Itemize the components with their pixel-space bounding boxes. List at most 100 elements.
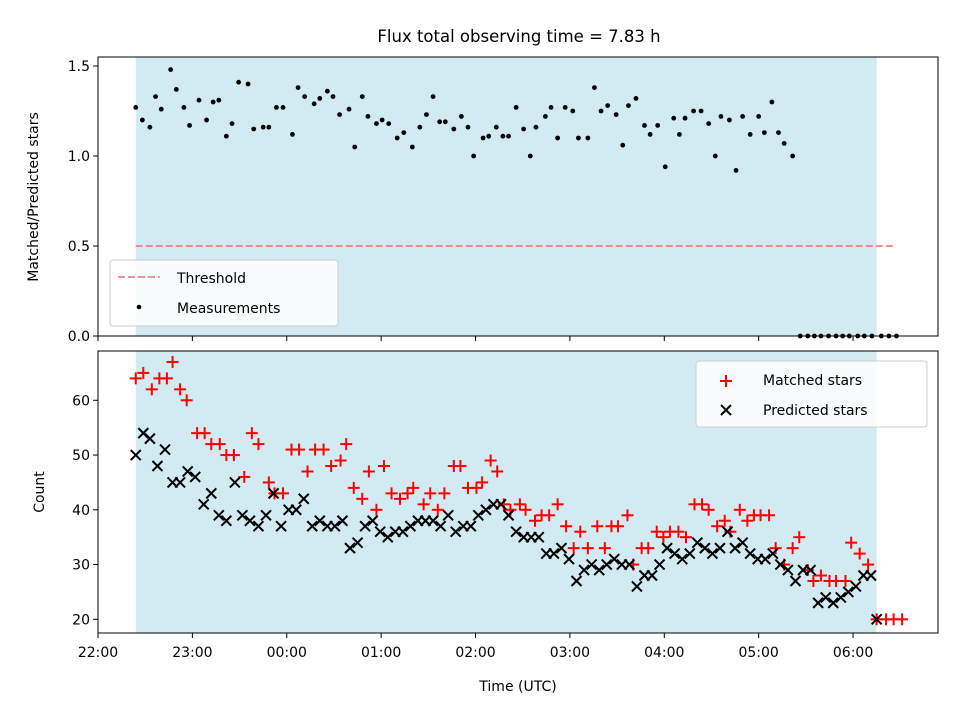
matched-star-point [166, 355, 179, 368]
matched-star-point [213, 438, 226, 451]
x-tick-label: 23:00 [172, 645, 212, 661]
predicted-star-point [563, 553, 575, 565]
matched-star-point [401, 487, 414, 500]
predicted-star-point [480, 504, 492, 516]
measurement-point [245, 81, 251, 87]
matched-star-point [807, 574, 820, 587]
predicted-star-point [555, 542, 568, 554]
measurement-point [204, 117, 209, 123]
matched-star-point [245, 427, 258, 440]
matched-star-point [145, 383, 158, 396]
measurement-point [781, 141, 787, 146]
measurement-point [229, 121, 235, 126]
predicted-star-point [759, 553, 771, 565]
measurement-point [555, 135, 561, 141]
measurement-point [147, 124, 153, 130]
measurement-point [598, 108, 604, 114]
predicted-star-point [275, 520, 287, 532]
predicted-star-point [220, 515, 233, 527]
measurement-point [605, 103, 611, 108]
measurement-point [698, 108, 704, 114]
predicted-star-point [181, 465, 194, 478]
matched-star-point [454, 459, 467, 472]
matched-star-point [543, 509, 556, 522]
matched-star-point [574, 525, 587, 538]
predicted-star-point [714, 542, 726, 554]
x-tick-label: 04:00 [644, 645, 684, 661]
measurement-point [761, 130, 767, 136]
measurement-point [548, 105, 554, 110]
measurement-point [266, 124, 272, 130]
measurement-point [756, 114, 762, 119]
matched-star-point [560, 520, 573, 533]
measurement-point [437, 119, 443, 125]
measurement-point [527, 153, 533, 159]
measurement-point [346, 106, 352, 112]
predicted-star-point [472, 509, 485, 521]
measurement-point [386, 121, 392, 126]
predicted-star-point [359, 520, 371, 532]
predicted-star-point [548, 547, 560, 560]
predicted-star-point [835, 591, 847, 604]
y-tick-label: 30 [72, 558, 90, 574]
matched-star-point [174, 383, 187, 396]
predicted-star-point [842, 586, 855, 598]
matched-star-point [786, 542, 799, 555]
matched-star-point [839, 574, 852, 587]
measurement-point [506, 133, 511, 139]
matched-star-point [733, 503, 746, 516]
measurement-point [471, 153, 477, 159]
measurement-point [576, 135, 581, 141]
predicted-star-point [870, 613, 883, 626]
predicted-star-point [151, 460, 164, 472]
matched-star-point [293, 443, 306, 456]
count-y-label: Count [32, 471, 48, 513]
matched-star-point [491, 465, 504, 478]
predicted-star-point [691, 536, 704, 549]
measurement-point [280, 105, 286, 110]
measurement-point [337, 112, 343, 117]
measurement-point [570, 108, 576, 114]
matched-star-point [180, 394, 193, 407]
predicted-star-point [344, 542, 356, 554]
predicted-star-point [236, 509, 249, 521]
measurement-point [647, 132, 653, 137]
predicted-star-point [774, 558, 787, 571]
y-tick-label: 0.5 [68, 239, 90, 255]
measurement-point [676, 132, 682, 137]
measurement-point [196, 97, 202, 103]
y-tick-label: 20 [72, 612, 90, 628]
measurement-point [187, 123, 192, 128]
predicted-star-point [578, 564, 590, 576]
count-panel-frame [97, 350, 939, 634]
predicted-star-point [174, 476, 186, 489]
y-tick-label: 60 [72, 393, 90, 409]
measurement-point [302, 94, 308, 99]
measurement-point [324, 88, 330, 94]
x-tick-label: 01:00 [361, 645, 401, 661]
predicted-star-point [623, 558, 636, 571]
measurement-point [417, 124, 423, 130]
predicted-star-point [244, 515, 256, 527]
measurement-point [513, 105, 519, 110]
predicted-star-point [608, 553, 620, 565]
matched-star-point [438, 487, 451, 500]
matched-star-point [793, 531, 806, 544]
matched-star-point [567, 542, 580, 555]
matched-star-point [317, 443, 330, 456]
measurement-point [691, 108, 696, 114]
measurement-point [442, 119, 448, 125]
measurement-point [317, 96, 323, 101]
measurement-point [394, 135, 400, 141]
predicted-star-point [450, 525, 462, 538]
ratio-legend-box [109, 259, 339, 327]
measurement-point [521, 126, 527, 132]
measurement-point [409, 144, 415, 150]
legend-measurements-swatch [136, 304, 142, 310]
count-x-ticks: 22:00 23:00 00:00 01:00 02:00 03:00 04:00 05:00… [78, 633, 873, 661]
matched-star-point [528, 514, 541, 527]
predicted-star-point [653, 558, 666, 571]
matched-star-point [696, 498, 709, 511]
predicted-star-point [767, 547, 779, 560]
measurement-point [706, 121, 712, 126]
